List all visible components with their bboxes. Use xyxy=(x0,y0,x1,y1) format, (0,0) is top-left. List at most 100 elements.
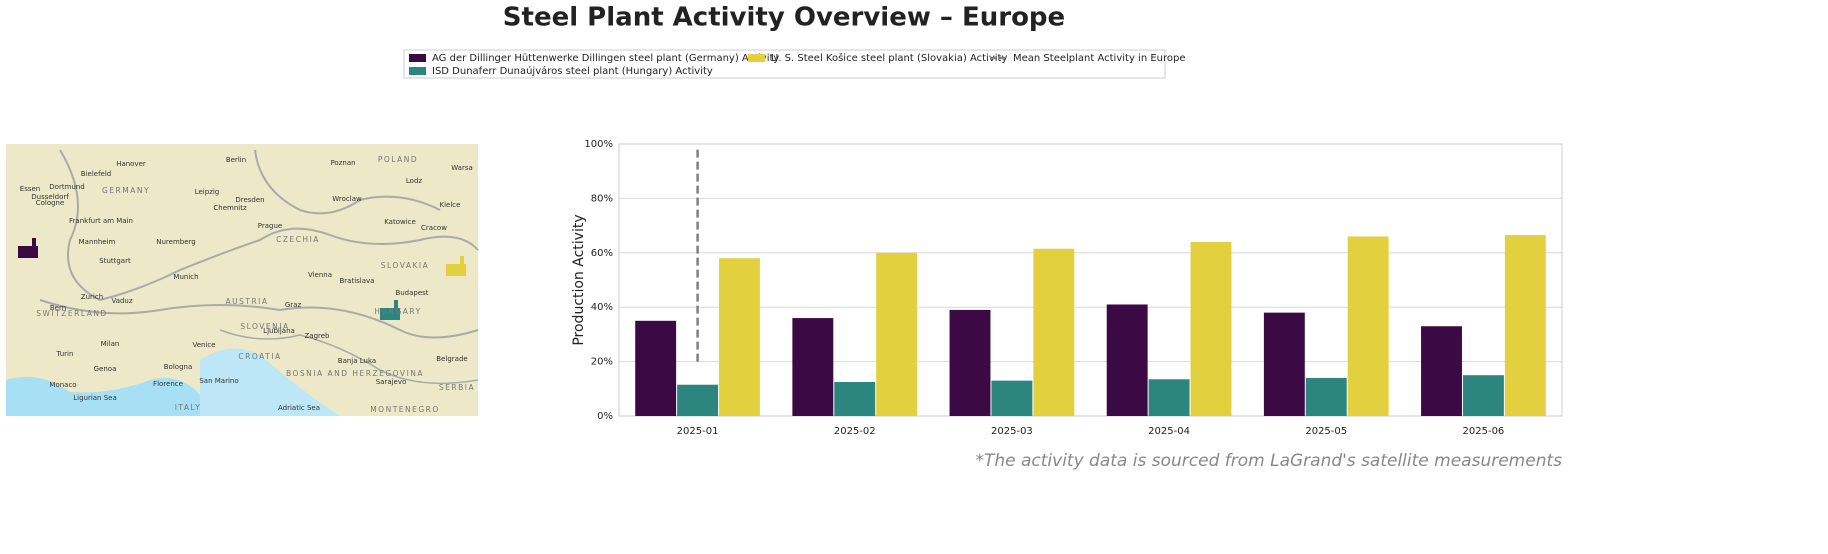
bar xyxy=(719,258,760,416)
map-label: Dresden xyxy=(235,196,264,204)
map-sea xyxy=(200,348,340,416)
x-tick-label: 2025-06 xyxy=(1463,426,1505,437)
map-label: Turin xyxy=(56,350,74,358)
bar xyxy=(1421,326,1462,416)
bar xyxy=(792,318,834,416)
y-tick-label: 60% xyxy=(591,248,613,259)
map-label: AUSTRIA xyxy=(225,297,268,306)
map-label: Munich xyxy=(173,273,198,281)
bar xyxy=(1263,312,1305,416)
bar xyxy=(834,382,876,416)
map-label: Budapest xyxy=(395,289,428,297)
map-label: SWITZERLAND xyxy=(36,309,107,318)
map-label: Katowice xyxy=(384,218,416,226)
map-label: Hanover xyxy=(116,160,146,168)
map-label: Leipzig xyxy=(195,188,220,196)
legend-swatch xyxy=(748,54,765,62)
map-label: Monaco xyxy=(49,381,76,389)
map-label: Dusseldorf xyxy=(31,193,69,201)
map-label: Berlin xyxy=(226,156,246,164)
map-label: Banja Luka xyxy=(338,357,376,365)
bar xyxy=(1305,377,1347,416)
map-label: Warsa xyxy=(451,164,473,172)
map-label: HUNGARY xyxy=(374,307,422,316)
map-label: Vienna xyxy=(308,271,332,279)
map-label: Ligurian Sea xyxy=(73,394,117,402)
legend-label: AG der Dillinger Hüttenwerke Dillingen s… xyxy=(432,53,779,64)
map-label: Poznan xyxy=(330,159,355,167)
bar xyxy=(991,380,1033,416)
map-border xyxy=(39,299,479,339)
map-label: Venice xyxy=(192,341,215,349)
map-label: Chemnitz xyxy=(213,204,247,212)
map-label: Zagreb xyxy=(304,332,330,340)
map-label: Ljubljana xyxy=(263,327,295,335)
y-tick-label: 0% xyxy=(597,411,613,422)
bar xyxy=(677,384,719,416)
bar xyxy=(1462,375,1504,416)
footnote: *The activity data is sourced from LaGra… xyxy=(975,451,1562,471)
y-tick-label: 20% xyxy=(591,357,613,368)
map-label: Adriatic Sea xyxy=(278,404,320,412)
map-label: Bologna xyxy=(164,363,192,371)
bar xyxy=(1504,235,1546,416)
map-label: Zurich xyxy=(81,293,103,301)
map-label: Milan xyxy=(101,340,120,348)
map-border xyxy=(59,149,479,302)
x-tick-label: 2025-05 xyxy=(1305,426,1347,437)
map-label: Belgrade xyxy=(436,355,467,363)
map-label: MONTENEGRO xyxy=(370,405,440,414)
legend-swatch xyxy=(409,67,426,75)
legend-label: U. S. Steel Košice steel plant (Slovakia… xyxy=(771,52,1007,64)
y-tick-label: 100% xyxy=(584,139,613,150)
bar xyxy=(635,320,677,416)
map-label: Bern xyxy=(50,304,66,312)
legend-label: ISD Dunaferr Dunaújváros steel plant (Hu… xyxy=(432,65,713,77)
chart-title: Steel Plant Activity Overview – Europe xyxy=(503,3,1065,33)
legend-swatch xyxy=(409,54,426,62)
map-label: Vaduz xyxy=(111,297,132,305)
map-label: Bratislava xyxy=(340,277,375,285)
map-label: Frankfurt am Main xyxy=(69,217,133,225)
map-label: SLOVENIA xyxy=(240,322,289,331)
x-tick-label: 2025-04 xyxy=(1148,426,1190,437)
x-tick-label: 2025-01 xyxy=(677,426,719,437)
map-label: Mannheim xyxy=(79,238,116,246)
map-sea xyxy=(6,376,200,416)
y-tick-label: 40% xyxy=(591,302,613,313)
bar xyxy=(876,252,918,416)
x-tick-label: 2025-02 xyxy=(834,426,876,437)
map-label: Cracow xyxy=(421,224,447,232)
map-label: Wroclaw xyxy=(332,195,362,203)
map-label: Graz xyxy=(285,301,302,309)
x-tick-label: 2025-03 xyxy=(991,426,1033,437)
map-label: GERMANY xyxy=(102,186,150,195)
map-label: POLAND xyxy=(378,155,418,164)
plot-frame xyxy=(618,143,1563,417)
map-label: Cologne xyxy=(36,199,65,207)
map-label: Sarajevo xyxy=(376,378,407,386)
map-label: BOSNIA AND HERZEGOVINA xyxy=(286,369,424,378)
legend-box xyxy=(403,49,1166,79)
bar xyxy=(1190,241,1232,416)
map-label: Essen xyxy=(20,185,40,193)
map-label: Genoa xyxy=(94,365,117,373)
map-label: Nuremberg xyxy=(156,238,195,246)
map-label: Prague xyxy=(258,222,282,230)
plant-icon xyxy=(446,256,466,276)
map-label: Stuttgart xyxy=(99,257,131,265)
map-label: Bielefeld xyxy=(81,170,111,178)
map-label: Kielce xyxy=(440,201,461,209)
legend-label: Mean Steelplant Activity in Europe xyxy=(1013,53,1186,64)
map-label: SLOVAKIA xyxy=(381,261,430,270)
y-axis-label: Production Activity xyxy=(571,214,587,345)
map-label: San Marino xyxy=(199,377,238,385)
plant-icon xyxy=(18,238,38,258)
plant-icon xyxy=(380,300,400,320)
map-label: Lodz xyxy=(406,177,423,185)
y-tick-label: 80% xyxy=(591,193,613,204)
map-border xyxy=(254,149,441,215)
map-label: CZECHIA xyxy=(276,235,320,244)
map-label: Florence xyxy=(153,380,183,388)
